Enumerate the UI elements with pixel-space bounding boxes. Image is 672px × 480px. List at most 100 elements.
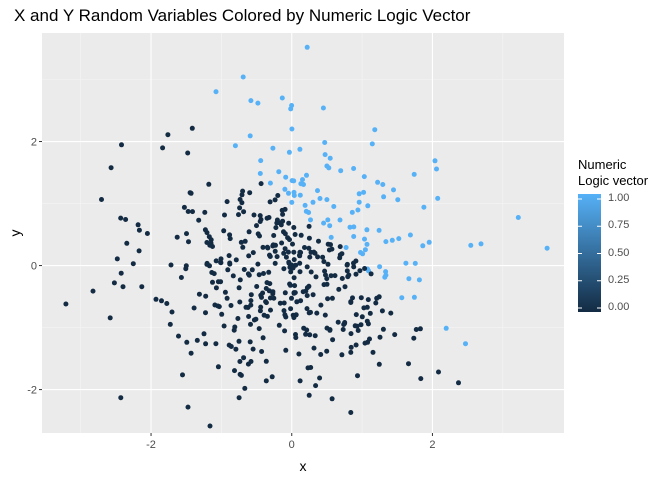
data-point	[270, 145, 276, 151]
data-point	[376, 294, 382, 300]
data-point	[118, 215, 124, 221]
data-point	[176, 333, 181, 339]
x-tick-label: -2	[146, 439, 156, 451]
data-point	[136, 227, 142, 233]
data-point	[174, 234, 180, 240]
data-point	[247, 133, 253, 139]
data-point	[204, 240, 210, 245]
data-point	[329, 295, 335, 301]
data-point	[308, 249, 314, 255]
data-point	[411, 335, 417, 341]
data-point	[308, 269, 314, 275]
data-point	[373, 300, 379, 306]
data-point	[280, 211, 286, 217]
data-point	[281, 308, 287, 314]
data-point	[260, 335, 266, 341]
data-point	[266, 269, 272, 275]
data-point	[364, 241, 370, 247]
data-point	[218, 256, 224, 262]
data-point	[118, 270, 124, 276]
data-point	[274, 217, 280, 223]
data-point	[342, 284, 348, 290]
data-point	[261, 271, 266, 276]
data-point	[320, 105, 326, 111]
data-point	[247, 190, 253, 196]
data-point	[227, 260, 233, 266]
data-point	[257, 171, 263, 176]
data-point	[417, 326, 423, 332]
data-point	[251, 212, 257, 218]
data-point	[286, 259, 292, 265]
data-point	[322, 140, 328, 145]
data-point	[213, 258, 219, 264]
data-point	[356, 191, 362, 197]
legend-title: Numeric Logic vector	[578, 157, 668, 189]
legend-break-label: 0.25	[608, 273, 630, 286]
data-point	[286, 190, 291, 196]
x-axis-ticks: -2 0 2	[146, 433, 436, 451]
data-point	[291, 290, 297, 296]
data-point	[219, 311, 225, 317]
data-point	[406, 361, 411, 367]
data-point	[282, 328, 288, 334]
data-point	[263, 299, 269, 305]
data-point	[135, 222, 141, 228]
data-point	[248, 292, 254, 298]
data-point	[90, 288, 96, 294]
data-point	[286, 149, 292, 155]
data-point	[351, 260, 356, 266]
data-point	[167, 321, 173, 327]
data-point	[277, 300, 283, 306]
data-point	[344, 262, 350, 268]
data-point	[379, 308, 385, 314]
data-point	[426, 239, 432, 245]
data-point	[257, 308, 263, 314]
data-point	[268, 307, 273, 313]
data-point	[297, 192, 303, 198]
data-point	[396, 236, 402, 242]
x-axis-label: x	[300, 458, 307, 474]
data-point	[357, 268, 363, 274]
data-point	[389, 237, 395, 243]
data-point	[210, 279, 215, 285]
data-point	[245, 271, 251, 277]
data-point	[326, 165, 332, 171]
data-point	[293, 335, 299, 341]
data-point	[322, 268, 328, 274]
data-point	[308, 217, 313, 223]
data-point	[332, 273, 338, 279]
data-point	[298, 232, 304, 238]
legend-colorbar	[578, 194, 601, 312]
data-point	[270, 289, 276, 295]
data-point	[213, 89, 219, 95]
data-point	[304, 327, 310, 333]
data-point	[204, 260, 210, 266]
data-point	[306, 245, 312, 251]
data-point	[289, 103, 295, 108]
data-point	[468, 242, 474, 248]
data-point	[257, 213, 263, 219]
data-point	[276, 322, 282, 328]
data-point	[291, 178, 297, 184]
data-point	[348, 349, 354, 355]
data-point	[297, 269, 303, 275]
legend-break-label: 0.00	[608, 301, 630, 313]
data-point	[353, 271, 359, 277]
data-point	[168, 262, 174, 268]
data-point	[180, 372, 185, 378]
data-point	[351, 234, 357, 239]
plot-panel	[42, 33, 564, 433]
data-point	[282, 231, 288, 237]
data-point	[327, 223, 333, 229]
data-point	[356, 199, 362, 205]
data-point	[292, 232, 298, 237]
data-point	[236, 285, 242, 291]
data-point	[203, 341, 209, 347]
data-point	[237, 277, 243, 283]
data-point	[230, 273, 236, 279]
data-point	[324, 348, 330, 354]
data-point	[361, 305, 367, 311]
data-point	[298, 298, 304, 304]
data-point	[306, 210, 312, 215]
x-tick-label: 2	[429, 439, 435, 451]
